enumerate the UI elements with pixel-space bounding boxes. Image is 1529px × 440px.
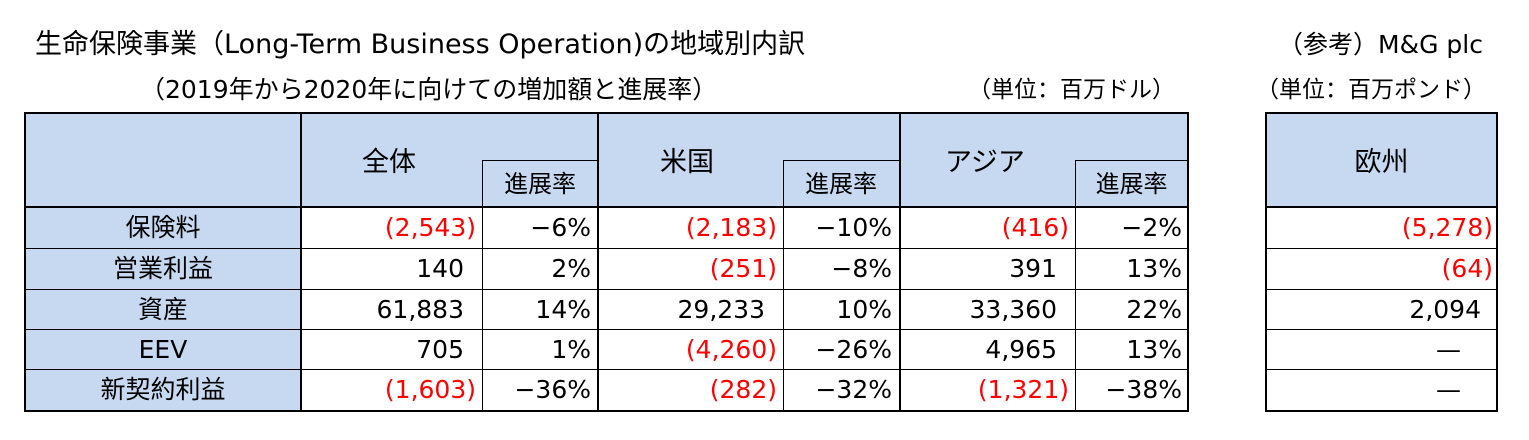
row-divider [25, 289, 1189, 290]
unit-label-main: （単位：百万ドル） [968, 77, 1175, 103]
row-divider [25, 329, 1189, 330]
subheader-line [783, 160, 899, 161]
value-cell: 61,883 [376, 295, 464, 324]
reference-title: （参考）M&G plc [1278, 30, 1483, 59]
subheader-line [482, 160, 598, 161]
rate-cell: 13% [1126, 254, 1182, 283]
value-cell: (2,183) [685, 213, 777, 242]
header-separator [1265, 206, 1498, 208]
reference-value-cell: — [1436, 375, 1461, 404]
row-divider [1266, 369, 1497, 370]
page-title: 生命保険事業（Long-Term Business Operation)の地域別… [35, 29, 806, 60]
value-cell: 29,233 [677, 295, 765, 324]
column-header-europe: 欧州 [1354, 147, 1409, 178]
value-cell: (1,603) [384, 375, 476, 404]
table-border-top [25, 112, 1189, 114]
row-label-background [25, 207, 301, 411]
value-cell: 705 [416, 335, 464, 364]
table-border-bottom [25, 410, 1189, 412]
column-header-asia: アジア [945, 147, 1025, 178]
row-divider [25, 369, 1189, 370]
table-border-left [24, 112, 26, 412]
rate-cell: −2% [1121, 213, 1182, 242]
table-border-left [1265, 112, 1267, 412]
column-header-rate: 進展率 [504, 170, 576, 198]
row-divider [1266, 329, 1497, 330]
table-border-top [1265, 112, 1498, 114]
value-cell: (2,543) [384, 213, 476, 242]
reference-value-cell: — [1436, 335, 1461, 364]
column-divider [300, 112, 302, 412]
rate-cell: 10% [836, 295, 892, 324]
column-header-total: 全体 [362, 147, 416, 178]
row-label: 保険料 [125, 213, 201, 242]
column-divider [597, 112, 599, 412]
rate-cell: 1% [551, 335, 591, 364]
table-border-right [1496, 112, 1498, 412]
subheader-line [1075, 160, 1188, 161]
rate-cell: −36% [514, 375, 591, 404]
rate-cell: −6% [530, 213, 591, 242]
row-label: 新契約利益 [100, 375, 226, 404]
header-background [1266, 113, 1497, 207]
value-cell: (416) [1001, 213, 1069, 242]
column-header-rate: 進展率 [1095, 170, 1168, 198]
column-divider [783, 160, 784, 411]
table-border-right [1187, 112, 1189, 412]
column-header-rate: 進展率 [805, 170, 877, 198]
rate-cell: −38% [1105, 375, 1182, 404]
column-divider [1075, 160, 1076, 411]
rate-cell: 22% [1126, 295, 1182, 324]
value-cell: 33,360 [969, 295, 1057, 324]
value-cell: (282) [709, 375, 777, 404]
row-label: 営業利益 [112, 254, 213, 283]
value-cell: (1,321) [977, 375, 1069, 404]
rate-cell: −26% [815, 335, 892, 364]
row-label: 資産 [137, 295, 188, 324]
rate-cell: −8% [831, 254, 892, 283]
row-divider [1266, 289, 1497, 290]
value-cell: 140 [416, 254, 464, 283]
value-cell: 391 [1009, 254, 1057, 283]
reference-value-cell: 2,094 [1409, 295, 1481, 324]
row-divider [25, 248, 1189, 249]
column-header-us: 米国 [660, 147, 714, 178]
column-divider [482, 160, 483, 411]
reference-value-cell: (64) [1441, 254, 1493, 283]
header-background [25, 113, 1188, 207]
unit-label-reference: （単位：百万ポンド） [1256, 77, 1486, 103]
rate-cell: 2% [551, 254, 591, 283]
value-cell: (4,260) [685, 335, 777, 364]
header-separator [25, 206, 1189, 208]
rate-cell: −10% [815, 213, 892, 242]
reference-value-cell: (5,278) [1401, 213, 1493, 242]
table-border-bottom [1265, 410, 1498, 412]
column-divider [899, 112, 901, 412]
row-label: EEV [138, 335, 188, 364]
row-divider [1266, 248, 1497, 249]
value-cell: 4,965 [985, 335, 1057, 364]
rate-cell: −32% [815, 375, 892, 404]
rate-cell: 14% [535, 295, 591, 324]
value-cell: (251) [709, 254, 777, 283]
page-subtitle: （2019年から2020年に向けての増加額と進展率） [140, 75, 718, 104]
rate-cell: 13% [1126, 335, 1182, 364]
